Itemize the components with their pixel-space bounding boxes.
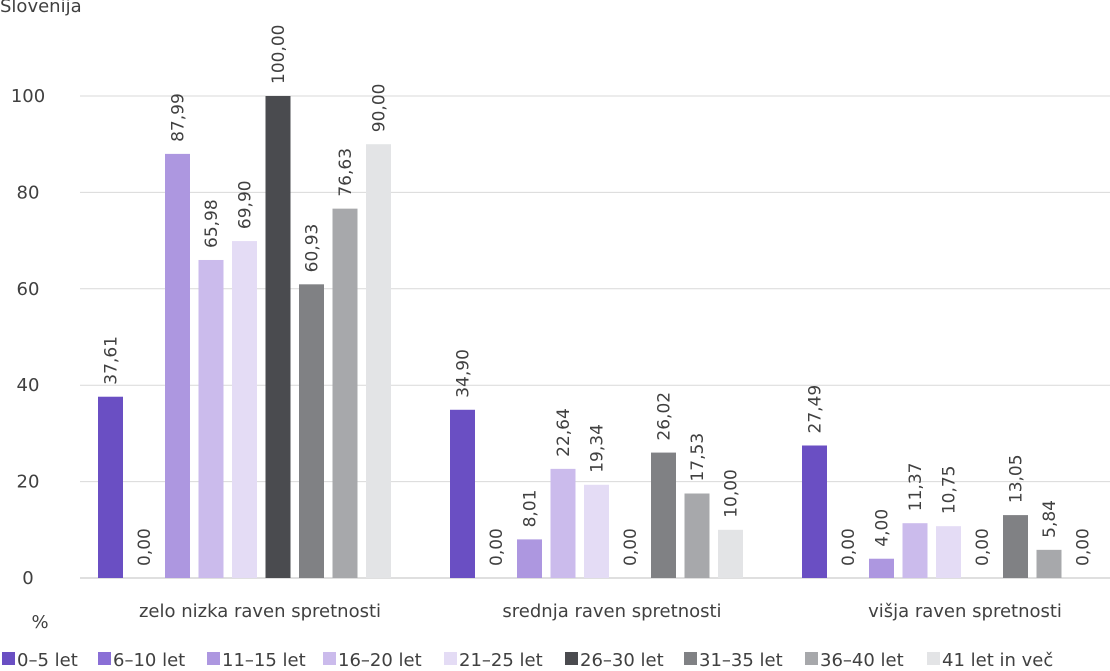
data-label: 8,01 [521,490,541,528]
category-labels: zelo nizka raven spretnosti srednja raven… [139,601,1062,622]
bar [299,284,324,578]
legend-swatch [207,652,220,665]
bar [936,526,961,578]
bar [550,468,576,578]
legend-swatch [323,652,336,665]
data-label: 17,53 [688,433,708,482]
legend-swatch [684,652,697,665]
legend-label: 36–40 let [820,650,904,671]
data-label: 37,61 [102,336,122,385]
legend-item: 16–20 let [323,650,422,671]
y-axis-label: % [31,612,48,633]
bar [902,523,928,578]
data-label: 87,99 [169,93,189,142]
bar [165,153,190,579]
bar [198,259,224,578]
legend-label: 31–35 let [699,650,783,671]
data-label: 26,02 [655,392,675,441]
bar [332,208,358,578]
data-label: 27,49 [806,385,826,434]
legend-swatch [98,652,111,665]
data-label: 22,64 [554,408,574,457]
bar [1036,549,1062,578]
legend-item: 0–5 let [2,650,78,671]
legend-label: 11–15 let [222,650,306,671]
data-label: 0,00 [487,528,507,566]
bar [98,396,123,578]
category-label: zelo nizka raven spretnosti [139,601,381,622]
bars [98,96,1062,579]
legend-item: 36–40 let [805,650,904,671]
data-label: 10,75 [940,466,960,515]
legend-label: 6–10 let [113,650,185,671]
legend-label: 41 let in več [942,650,1053,671]
data-label: 69,90 [236,180,256,229]
chart-title: Slovenija [0,0,82,17]
legend-label: 21–25 let [459,650,543,671]
data-label: 11,37 [906,463,926,512]
bar [366,144,391,578]
data-label: 19,34 [588,424,608,473]
bar [1003,515,1028,578]
legend-swatch [444,652,457,665]
data-label: 90,00 [370,84,390,133]
legend-item: 31–35 let [684,650,783,671]
bar [684,493,710,578]
data-label: 0,00 [973,528,993,566]
data-label: 5,84 [1040,500,1060,538]
legend-label: 26–30 let [580,650,664,671]
legend-label: 16–20 let [338,650,422,671]
y-tick-label: 0 [22,568,33,589]
y-tick-label: 80 [17,182,40,203]
legend-label: 0–5 let [17,650,78,671]
bar [651,452,676,578]
y-tick-label: 60 [17,279,40,300]
legend-item: 21–25 let [444,650,543,671]
legend-item: 41 let in več [927,650,1053,671]
data-label: 100,00 [269,25,289,84]
legend-item: 11–15 let [207,650,306,671]
data-label: 0,00 [621,528,641,566]
legend-swatch [2,652,15,665]
data-label: 0,00 [1074,528,1094,566]
data-label: 0,00 [839,528,859,566]
y-axis-ticks: 0 20 40 60 80 100 [11,86,45,589]
data-label: 10,00 [722,469,742,518]
bar [265,96,291,578]
bar [718,529,743,578]
y-tick-label: 20 [17,472,40,493]
y-tick-label: 40 [17,375,40,396]
legend-swatch [927,652,940,665]
legend-swatch [565,652,578,665]
category-label: srednja raven spretnosti [502,601,721,622]
legend-item: 26–30 let [565,650,664,671]
data-label: 60,93 [303,224,323,273]
data-labels: 37,61 34,90 27,49 0,00 0,00 0,00 87,99 8,01 4,00… [102,25,1094,566]
bar [232,241,257,578]
data-label: 76,63 [336,148,356,197]
bar [802,445,827,578]
bar [450,409,475,578]
data-label: 34,90 [454,349,474,398]
data-label: 13,05 [1007,454,1027,503]
bar [584,484,609,578]
category-label: višja raven spretnosti [868,601,1062,622]
bar [869,558,894,578]
data-label: 65,98 [202,199,222,248]
data-label: 4,00 [873,509,893,547]
bar [517,539,542,578]
legend: 0–5 let 6–10 let 11–15 let 16–20 let 21–25 l… [2,650,1053,671]
legend-item: 6–10 let [98,650,185,671]
legend-swatch [805,652,818,665]
y-tick-label: 100 [11,86,45,107]
data-label: 0,00 [135,528,155,566]
